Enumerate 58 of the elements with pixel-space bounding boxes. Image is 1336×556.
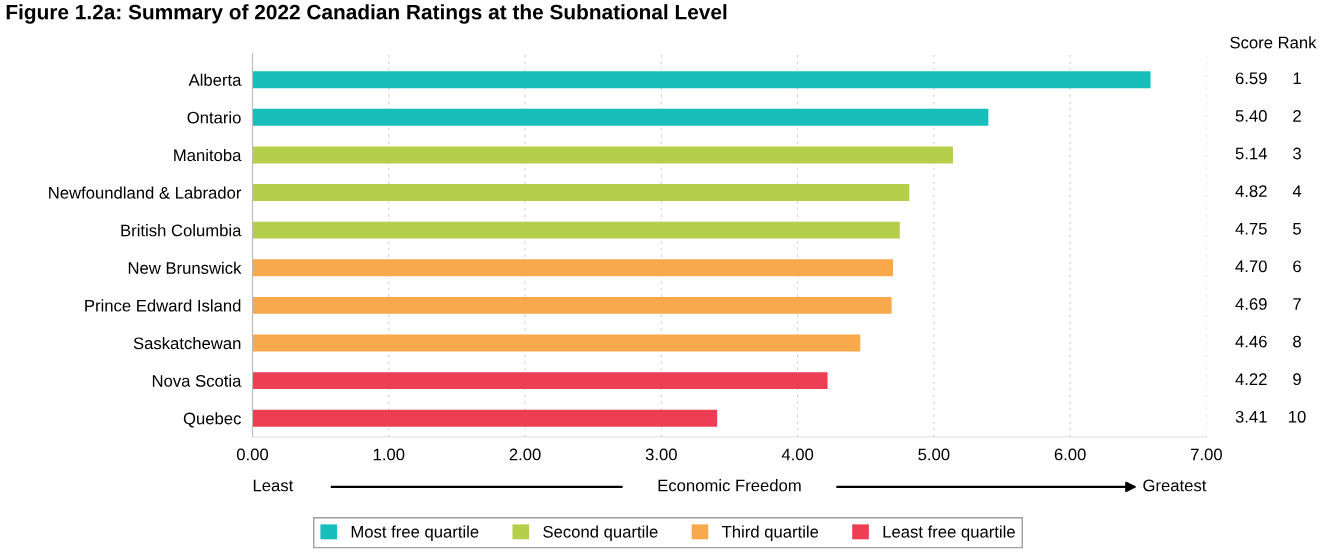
chart-title: Figure 1.2a: Summary of 2022 Canadian Ratings at the Subnational Level [6, 4, 727, 24]
x-tick-label: 4.00 [781, 448, 814, 461]
text: 7 [1293, 298, 1301, 310]
text: Least [253, 479, 294, 492]
y-tick-label: Nova Scotia [152, 374, 242, 387]
x-tick-label: 2.00 [509, 448, 541, 461]
text: 4 [1292, 185, 1302, 197]
x-tick-label: 5.00 [918, 448, 950, 461]
text: 6 [1293, 260, 1301, 273]
text: Economic Freedom [658, 479, 801, 492]
text: Rank [1278, 36, 1317, 49]
text: Greatest [1143, 479, 1207, 492]
text: 5 [1293, 223, 1301, 235]
text: 4.70 [1235, 260, 1267, 273]
bar [252, 108, 989, 126]
text: 10 [1289, 410, 1306, 423]
text: 3.41 [1235, 410, 1267, 423]
bar [252, 259, 893, 277]
legend-label: Third quartile [721, 525, 819, 541]
text: 4.22 [1235, 373, 1267, 385]
y-tick-label: Ontario [187, 111, 241, 124]
bar [252, 409, 718, 427]
bar [252, 296, 892, 314]
text: 3 [1293, 147, 1301, 160]
text: 4.75 [1235, 223, 1267, 235]
text: 9 [1293, 373, 1301, 386]
x-tick-label: 1.00 [373, 448, 405, 461]
y-tick-label: Alberta [188, 73, 242, 86]
bar [252, 334, 861, 352]
x-tick-label: 7.00 [1191, 448, 1222, 461]
text: 6.59 [1235, 72, 1267, 85]
y-tick-label: New Brunswick [128, 261, 242, 274]
text: 1 [1293, 72, 1301, 85]
bar [252, 71, 1151, 89]
x-tick-label: 3.00 [645, 448, 677, 461]
text: 5.40 [1235, 109, 1267, 122]
bar [252, 184, 910, 201]
x-tick-label: 6.00 [1054, 448, 1086, 461]
text: 4.69 [1235, 298, 1267, 310]
legend-label: Least free quartile [883, 525, 1015, 541]
text: 8 [1293, 335, 1301, 348]
legend-label: Second quartile [543, 525, 658, 541]
text: Score [1230, 36, 1273, 49]
text: 4.46 [1235, 335, 1267, 348]
y-tick-label: British Columbia [121, 224, 242, 237]
text: 2 [1293, 109, 1301, 122]
y-tick-label: Prince Edward Island [85, 299, 241, 312]
bar [252, 372, 828, 390]
y-tick-label: Manitoba [174, 148, 242, 162]
text: 4.82 [1235, 185, 1267, 198]
y-tick-label: Quebec [183, 412, 241, 428]
legend-label: Most free quartile [351, 525, 479, 541]
y-tick-label: Newfoundland & Labrador [49, 186, 242, 199]
text: 5.14 [1235, 147, 1267, 160]
bar [252, 221, 900, 239]
y-tick-label: Saskatchewan [133, 336, 241, 350]
bar [252, 146, 953, 164]
x-tick-label: 0.00 [236, 448, 269, 461]
